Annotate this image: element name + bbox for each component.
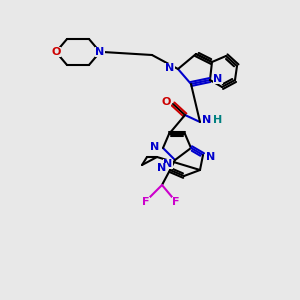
Text: N: N	[213, 74, 223, 84]
Text: O: O	[161, 97, 171, 107]
Text: N: N	[206, 152, 216, 162]
Text: N: N	[95, 47, 105, 57]
Text: N: N	[202, 115, 211, 125]
Text: O: O	[51, 47, 61, 57]
Text: N: N	[164, 159, 172, 169]
Text: F: F	[142, 197, 150, 207]
Text: F: F	[172, 197, 180, 207]
Text: N: N	[158, 163, 166, 173]
Text: N: N	[150, 142, 160, 152]
Text: H: H	[213, 115, 223, 125]
Text: N: N	[165, 63, 175, 73]
